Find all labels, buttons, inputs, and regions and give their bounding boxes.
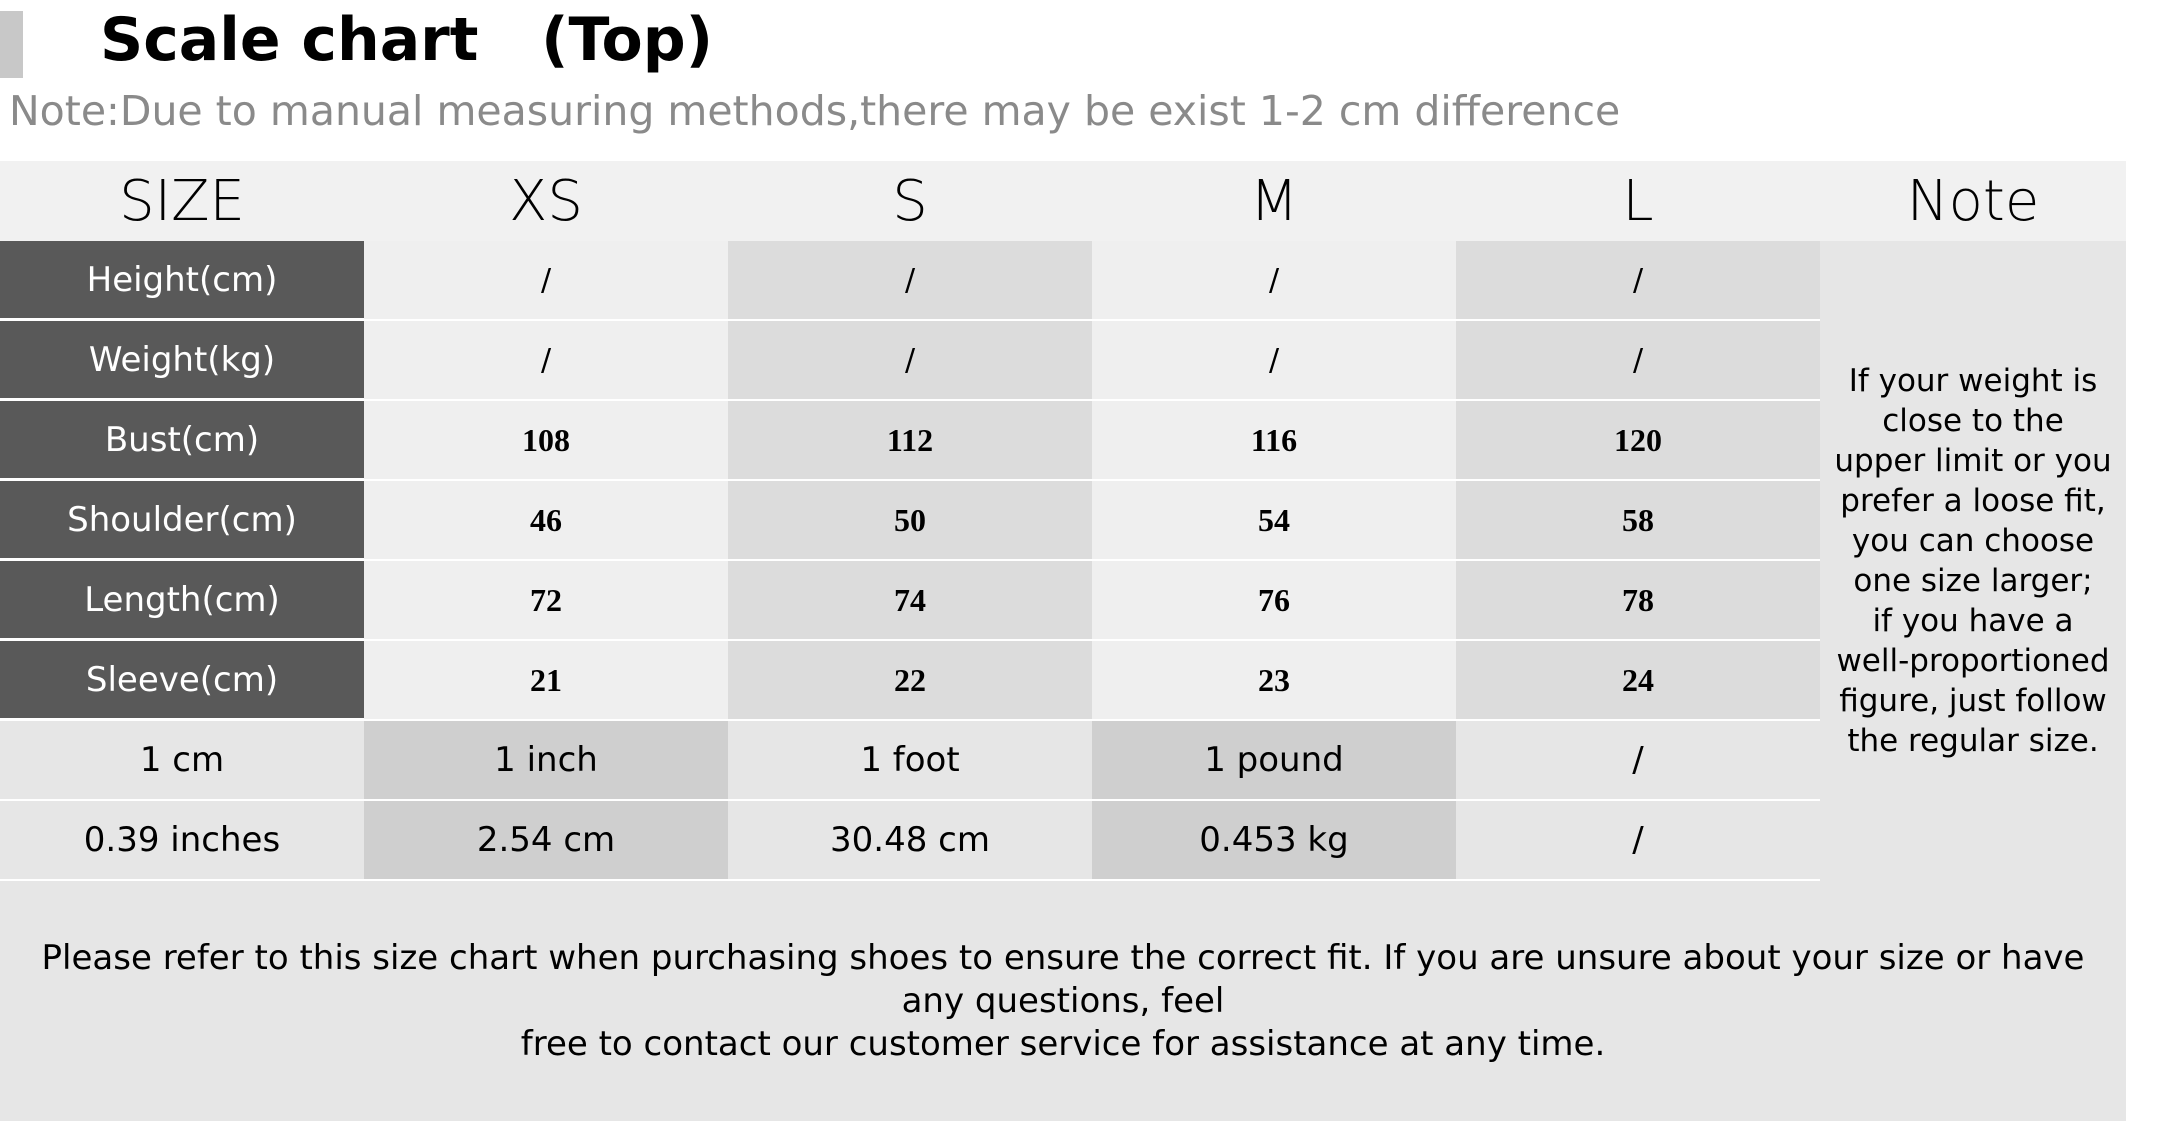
conversion-cell: 0.453 kg — [1092, 801, 1456, 881]
cell-length-l: 78 — [1456, 561, 1820, 641]
row-label-shoulder: Shoulder(cm) — [0, 481, 364, 561]
header-l: L — [1456, 161, 1820, 241]
page-title: Scale chart (Top) — [100, 5, 714, 75]
cell-height-s: / — [728, 241, 1092, 321]
conversion-cell: 2.54 cm — [364, 801, 728, 881]
cell-height-xs: / — [364, 241, 728, 321]
cell-bust-xs: 108 — [364, 401, 728, 481]
conversion-cell: / — [1456, 721, 1820, 801]
cell-length-s: 74 — [728, 561, 1092, 641]
row-label-bust: Bust(cm) — [0, 401, 364, 481]
cell-shoulder-s: 50 — [728, 481, 1092, 561]
cell-length-m: 76 — [1092, 561, 1456, 641]
conversion-cell: 0.39 inches — [0, 801, 364, 881]
footer-message: Please refer to this size chart when pur… — [0, 881, 2126, 1121]
fit-advice-note: If your weight is close to the upper lim… — [1820, 241, 2126, 881]
row-label-length: Length(cm) — [0, 561, 364, 641]
header-m: M — [1092, 161, 1456, 241]
cell-shoulder-m: 54 — [1092, 481, 1456, 561]
cell-height-l: / — [1456, 241, 1820, 321]
cell-sleeve-l: 24 — [1456, 641, 1820, 721]
cell-sleeve-m: 23 — [1092, 641, 1456, 721]
measurement-note: Note:Due to manual measuring methods,the… — [9, 87, 1621, 135]
header-note: Note — [1820, 161, 2126, 241]
cell-height-m: / — [1092, 241, 1456, 321]
cell-weight-m: / — [1092, 321, 1456, 401]
conversion-cell: / — [1456, 801, 1820, 881]
size-chart-table: SIZE XS S M L Note Height(cm) / / / / We… — [0, 161, 2160, 1121]
conversion-cell: 1 cm — [0, 721, 364, 801]
row-label-sleeve: Sleeve(cm) — [0, 641, 364, 721]
conversion-cell: 30.48 cm — [728, 801, 1092, 881]
cell-weight-l: / — [1456, 321, 1820, 401]
cell-weight-xs: / — [364, 321, 728, 401]
cell-bust-m: 116 — [1092, 401, 1456, 481]
row-label-height: Height(cm) — [0, 241, 364, 321]
cell-weight-s: / — [728, 321, 1092, 401]
conversion-cell: 1 foot — [728, 721, 1092, 801]
title-accent-bar — [0, 11, 23, 78]
row-label-weight: Weight(kg) — [0, 321, 364, 401]
cell-bust-l: 120 — [1456, 401, 1820, 481]
footer-line-1: Please refer to this size chart when pur… — [41, 937, 2085, 1021]
cell-sleeve-xs: 21 — [364, 641, 728, 721]
cell-shoulder-xs: 46 — [364, 481, 728, 561]
cell-length-xs: 72 — [364, 561, 728, 641]
footer-line-2: free to contact our customer service for… — [520, 1023, 1606, 1064]
conversion-cell: 1 pound — [1092, 721, 1456, 801]
header-s: S — [728, 161, 1092, 241]
conversion-cell: 1 inch — [364, 721, 728, 801]
cell-shoulder-l: 58 — [1456, 481, 1820, 561]
cell-sleeve-s: 22 — [728, 641, 1092, 721]
header-size: SIZE — [0, 161, 364, 241]
header-xs: XS — [364, 161, 728, 241]
cell-bust-s: 112 — [728, 401, 1092, 481]
